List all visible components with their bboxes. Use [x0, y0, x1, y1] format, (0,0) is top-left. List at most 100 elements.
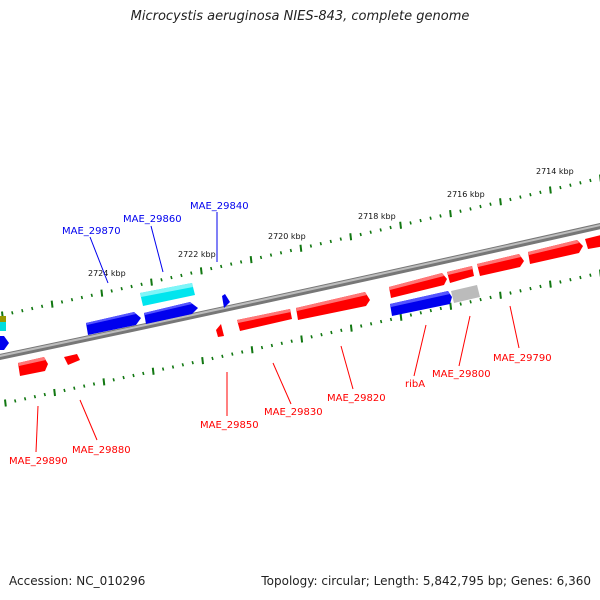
gene-arrow-mae-29860[interactable]	[144, 302, 198, 324]
scale-tick-upper	[110, 289, 113, 293]
gene-arrow-mae-29840[interactable]	[222, 294, 230, 308]
scale-tick-upper	[489, 202, 492, 206]
scale-tick-lower	[23, 397, 27, 401]
scale-tick-upper	[60, 300, 64, 304]
other-gene-block[interactable]	[451, 285, 480, 303]
scale-tick-upper	[359, 232, 362, 237]
scale-tick-lower	[63, 388, 66, 393]
scale-tick-upper	[120, 286, 123, 291]
scale-label-2720: 2720 kbp	[268, 232, 306, 241]
scale-tick-upper	[199, 267, 203, 275]
scale-tick-lower	[241, 350, 244, 354]
scale-tick-lower	[14, 399, 17, 403]
gene-label-mae-29850[interactable]: MAE_29850	[200, 420, 259, 431]
gene-label-mae-29890[interactable]: MAE_29890	[9, 456, 68, 467]
scale-tick-upper	[589, 178, 592, 183]
scale-tick-upper	[210, 266, 213, 271]
gene-arrow-riba[interactable]	[389, 273, 447, 298]
scale-tick-lower	[379, 319, 383, 324]
scale-tick-lower	[539, 284, 542, 289]
gene-label-mae-29860[interactable]: MAE_29860	[123, 214, 182, 225]
scale-tick-lower	[290, 339, 293, 343]
scale-tick-lower	[92, 382, 96, 386]
scale-label-2722: 2722 kbp	[178, 250, 216, 259]
scale-tick-upper	[339, 237, 342, 241]
gene-arrow-mae-29880[interactable]	[64, 354, 80, 365]
scale-tick-lower	[221, 354, 224, 359]
scale-tick-upper	[11, 311, 14, 315]
gene-arrow-mae-29830[interactable]	[237, 309, 292, 331]
scale-tick-lower	[122, 375, 125, 380]
scale-tick-lower	[549, 280, 552, 288]
scale-tick-lower	[509, 291, 512, 295]
scale-tick-lower	[112, 378, 115, 382]
label-leaders	[35, 212, 520, 453]
scale-tick-lower	[360, 324, 363, 328]
gene-arrow-mae-29850[interactable]	[216, 324, 224, 337]
scale-tick-lower	[142, 371, 145, 376]
partial-feature-left	[0, 316, 9, 350]
scale-tick-lower	[489, 295, 492, 300]
scale-tick-upper	[150, 278, 153, 286]
gene-label-mae-29840[interactable]: MAE_29840	[190, 201, 249, 212]
topology-text: Topology: circular; Length: 5,842,795 bp…	[261, 574, 591, 588]
scale-tick-lower	[449, 302, 453, 310]
scale-tick-upper	[269, 253, 273, 257]
gene-arrow-riba-partner-blue[interactable]	[390, 291, 452, 316]
rna-gene-block[interactable]	[140, 283, 195, 306]
scale-tick-upper	[329, 239, 332, 244]
scale-tick-lower	[349, 324, 353, 332]
gene-arrow-mae-29800[interactable]	[447, 266, 474, 283]
scale-tick-upper	[419, 218, 422, 223]
gene-label-riba[interactable]: ribA	[405, 379, 425, 390]
scale-tick-lower	[181, 363, 185, 367]
gene-label-mae-29830[interactable]: MAE_29830	[264, 407, 323, 418]
scale-tick-lower	[161, 367, 165, 371]
accession-text: Accession: NC_010296	[9, 574, 146, 588]
gene-arrow-right-2[interactable]	[585, 234, 600, 249]
scale-tick-upper	[140, 282, 143, 287]
scale-tick-upper	[130, 284, 133, 289]
scale-tick-lower	[191, 360, 194, 365]
scale-tick-lower	[419, 311, 422, 315]
scale-tick-upper	[349, 233, 353, 241]
scale-tick-upper	[409, 221, 412, 225]
gene-label-mae-29870[interactable]: MAE_29870	[62, 226, 121, 237]
gene-arrow-mae-29870[interactable]	[86, 312, 141, 335]
scale-tick-upper	[279, 251, 283, 255]
gene-label-mae-29880[interactable]: MAE_29880	[72, 445, 131, 456]
scale-tick-lower	[439, 306, 442, 311]
gene-label-mae-29790[interactable]: MAE_29790	[493, 353, 552, 364]
gene-label-mae-29800[interactable]: MAE_29800	[432, 369, 491, 380]
scale-tick-upper	[90, 293, 93, 298]
scale-tick-upper	[259, 255, 263, 260]
scale-tick-upper	[319, 241, 322, 246]
genome-backbone-highlight	[0, 224, 600, 357]
scale-tick-upper	[499, 198, 502, 206]
scale-tick-upper	[309, 244, 313, 248]
scale-tick-lower	[171, 365, 175, 369]
gene-label-mae-29820[interactable]: MAE_29820	[327, 393, 386, 404]
scale-tick-lower	[211, 356, 214, 361]
scale-tick-upper	[180, 273, 183, 278]
scale-tick-lower	[73, 386, 76, 390]
scale-label-2716: 2716 kbp	[447, 190, 485, 199]
scale-tick-lower	[231, 352, 234, 356]
scale-tick-lower	[33, 394, 37, 399]
scale-ticks	[1, 174, 600, 407]
gene-arrow-right-1[interactable]	[528, 240, 583, 264]
scale-tick-upper	[21, 308, 24, 313]
scale-tick-lower	[469, 300, 472, 304]
scale-tick-upper	[230, 262, 233, 266]
scale-label-2718: 2718 kbp	[358, 212, 396, 221]
gene-arrow-mae-29890[interactable]	[18, 357, 48, 376]
scale-tick-upper	[389, 225, 392, 230]
gene-arrow-mae-29820[interactable]	[296, 292, 370, 320]
scale-tick-upper	[31, 306, 34, 311]
gene-arrow-mae-29790[interactable]	[477, 254, 524, 276]
scale-tick-upper	[80, 295, 84, 300]
scale-tick-upper	[529, 192, 532, 197]
scale-label-2714: 2714 kbp	[536, 167, 574, 176]
scale-tick-upper	[569, 183, 572, 187]
